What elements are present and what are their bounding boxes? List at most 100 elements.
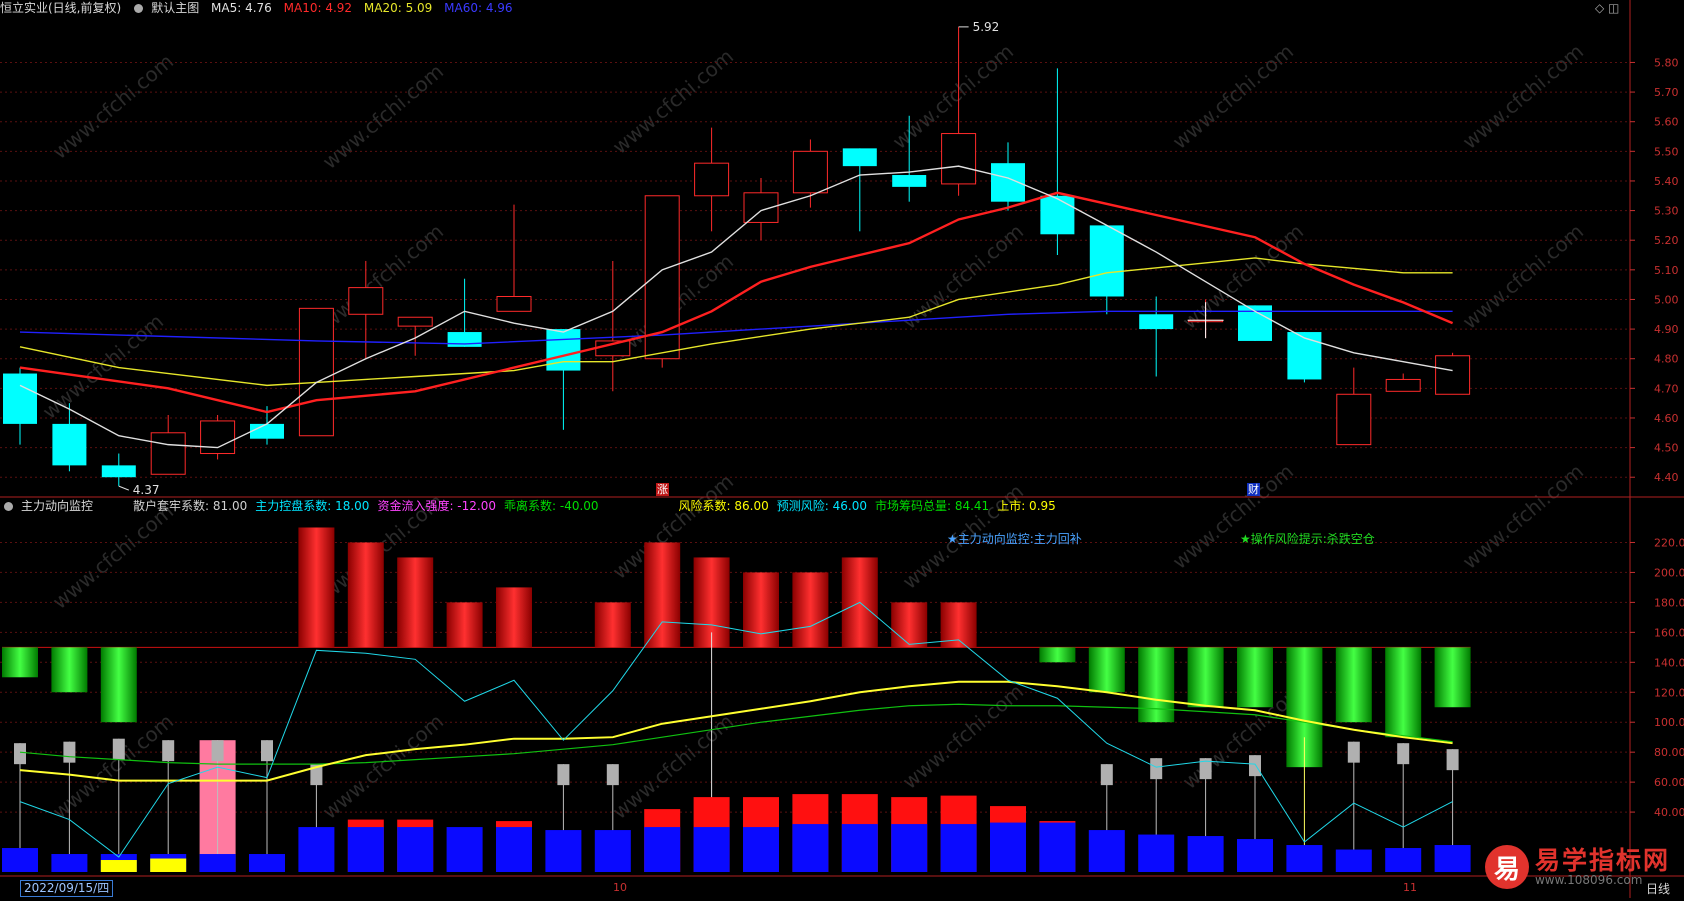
candle-up [298, 307, 334, 437]
main-y-tick-label: 5.30 [1654, 205, 1679, 218]
annotations: 4.37 5.92 [118, 20, 1224, 497]
indicator-layer [2, 527, 1471, 872]
diagonal-watermark: www.cfchi.com [48, 709, 178, 824]
inflow-bar [298, 527, 335, 648]
ma5-line [19, 165, 1453, 449]
blue-volume-bar [940, 824, 977, 872]
candle-up [1435, 355, 1471, 395]
blue-volume-bar [397, 827, 434, 872]
blue-volume-bar [594, 830, 631, 872]
candle-up [1385, 378, 1421, 392]
moving-averages [19, 165, 1454, 449]
ma10-line [19, 191, 1454, 414]
main-y-tick-label: 4.90 [1654, 323, 1679, 336]
main-y-tick-label: 5.00 [1654, 293, 1679, 306]
indicator-y-tick-label: 40.00 [1654, 806, 1684, 819]
marker-cai: 财 [1247, 483, 1260, 496]
indicator-y-tick-label: 180.00 [1654, 596, 1684, 609]
indicator-values: 散户套牢系数: 81.00 主力控盘系数: 18.00 资金流入强度: -12.00… [133, 499, 1064, 513]
candle-up [496, 295, 532, 312]
gray-marker [63, 741, 76, 763]
blue-volume-bar [1039, 822, 1076, 872]
yellow-volume-bar [100, 860, 137, 872]
blue-volume-bar [496, 827, 532, 872]
indicator-y-tick-label: 60.00 [1654, 776, 1684, 789]
inflow-bar [347, 542, 384, 648]
indicator-green-line [19, 703, 1453, 765]
gray-marker [211, 740, 224, 762]
gray-marker [1100, 764, 1113, 786]
site-url: www.108096.com [1534, 873, 1643, 888]
diagonal-watermark: www.cfchi.com [1168, 459, 1298, 574]
period-label[interactable]: 日线 [1646, 882, 1671, 896]
blue-volume-bar [2, 848, 38, 872]
candle-up [348, 287, 384, 315]
indicator-header: 主力动向监控 散户套牢系数: 81.00 主力控盘系数: 18.00 资金流入强度: … [0, 498, 1072, 514]
blue-volume-bar [644, 827, 681, 872]
gray-marker [112, 738, 125, 760]
inflow-bar [594, 602, 631, 648]
diagonal-watermark: www.cfchi.com [38, 309, 168, 424]
main-y-tick-label: 4.70 [1654, 382, 1679, 395]
main-y-tick-label: 4.60 [1654, 412, 1679, 425]
gray-marker [1397, 743, 1410, 765]
outflow-bar [1088, 647, 1125, 693]
indicator-note-1: ★主力动向监控:主力回补 [947, 532, 1082, 546]
price-annotation-arrow [118, 485, 129, 491]
outflow-bar [1434, 647, 1471, 708]
main-y-tick-label: 5.70 [1654, 86, 1679, 99]
candle-down [892, 175, 927, 187]
diagonal-watermark: www.cfchi.com [318, 709, 448, 824]
candle-up [200, 420, 236, 455]
yellow-volume-bar [150, 858, 187, 872]
price-annotation-label: 4.37 [133, 483, 160, 497]
candle-down [3, 373, 37, 424]
main-y-axis: 4.40 4.50 4.60 4.70 4.80 4.90 5.00 5.10 5.20 5.30… [1630, 56, 1679, 484]
dropdown-circle-icon[interactable] [134, 4, 144, 13]
indicator-y-tick-label: 200.00 [1654, 566, 1684, 579]
blue-volume-bar [792, 824, 829, 872]
candle-up [792, 150, 828, 194]
outflow-bar [2, 647, 38, 678]
ma60-value: MA60: 4.96 [444, 1, 513, 15]
gray-marker [1150, 758, 1163, 780]
blue-volume-bar [199, 854, 236, 872]
indicator-y-tick-label: 120.00 [1654, 686, 1684, 699]
diagonal-watermark: www.cfchi.com [318, 59, 448, 174]
inflow-bar [496, 587, 532, 648]
inflow-bar [397, 557, 434, 648]
diagonal-watermark: www.cfchi.com [1458, 219, 1588, 334]
main-y-tick-label: 5.10 [1654, 264, 1679, 277]
blue-volume-bar [841, 824, 878, 872]
indicator-dropdown-icon[interactable] [4, 502, 13, 511]
indicator-value-1: 主力控盘系数: 18.00 [255, 499, 370, 513]
indicator-name[interactable]: 主力动向监控 [21, 499, 94, 513]
outflow-bar [51, 647, 88, 693]
blue-volume-bar [1286, 845, 1323, 872]
site-logo-icon: 易 [1484, 845, 1529, 889]
window-control-icons[interactable]: ◇ ◫ [1595, 1, 1620, 15]
ma20-value: MA20: 5.09 [363, 1, 433, 15]
indicator-cyan-line [19, 601, 1453, 858]
outflow-bar [1237, 647, 1273, 708]
site-watermark: 易 易学指标网 www.108096.com [1484, 844, 1670, 890]
candle-down [1287, 332, 1322, 380]
candle-down [1089, 225, 1124, 297]
main-y-tick-label: 4.80 [1654, 353, 1679, 366]
outflow-bar [1138, 647, 1175, 723]
view-label[interactable]: 默认主图 [151, 1, 200, 15]
indicator-value-2: 资金流入强度: -12.00 [377, 499, 496, 513]
price-annotation-label: 5.92 [973, 20, 1000, 34]
outflow-bar [1039, 647, 1076, 663]
indicator-value-7: 上市: 0.95 [997, 499, 1056, 513]
diagonal-watermark: www.cfchi.com [1168, 39, 1298, 154]
candle-down [1040, 195, 1075, 235]
site-title: 易学指标网 [1534, 845, 1670, 875]
gray-marker [1249, 755, 1261, 777]
gray-marker [1446, 749, 1459, 771]
blue-volume-bar [347, 827, 384, 872]
indicator-y-tick-label: 220.00 [1654, 536, 1684, 549]
main-y-tick-label: 4.40 [1654, 471, 1679, 484]
indicator-y-axis: 40.00 60.00 80.00 100.00 120.00 140.00 160.00 1… [1630, 536, 1684, 819]
